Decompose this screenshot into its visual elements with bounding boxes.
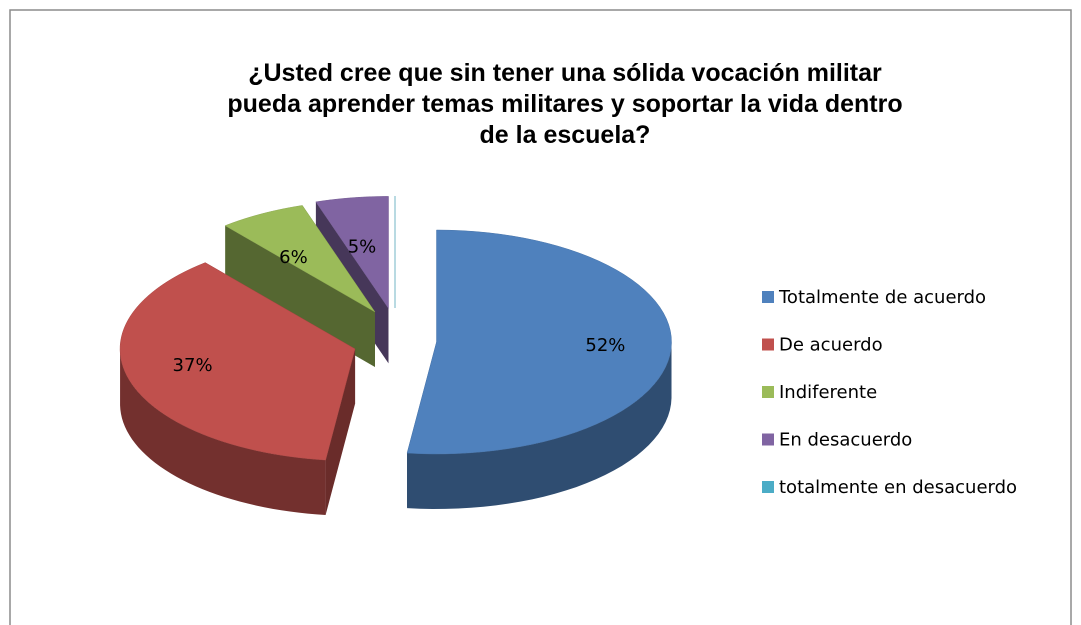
pie-slice xyxy=(406,229,672,509)
pie-slice xyxy=(224,205,376,367)
legend-marker xyxy=(762,481,774,493)
legend-label: En desacuerdo xyxy=(779,430,912,451)
legend-marker xyxy=(762,291,774,303)
data-label: 5% xyxy=(348,237,377,258)
legend-marker xyxy=(762,386,774,398)
slice-top xyxy=(315,196,389,310)
legend-label: Totalmente de acuerdo xyxy=(778,287,986,308)
legend-marker xyxy=(762,338,774,351)
legend-label: De acuerdo xyxy=(779,335,883,356)
slice-side xyxy=(407,342,672,509)
data-label: 6% xyxy=(279,247,308,268)
legend-label: Indiferente xyxy=(779,382,877,403)
pie-slice xyxy=(119,262,356,516)
slice-top xyxy=(119,262,356,461)
slice-top xyxy=(224,205,376,313)
slice-side xyxy=(120,350,326,516)
slice-wall xyxy=(225,225,375,367)
legend-label: totalmente en desacuerdo xyxy=(779,477,1017,498)
legend-marker xyxy=(762,433,774,446)
chart-title: ¿Usted cree que sin tener una sólida voc… xyxy=(227,59,903,149)
slice-top xyxy=(406,229,672,455)
data-label: 52% xyxy=(585,335,625,356)
data-label: 37% xyxy=(173,355,213,376)
